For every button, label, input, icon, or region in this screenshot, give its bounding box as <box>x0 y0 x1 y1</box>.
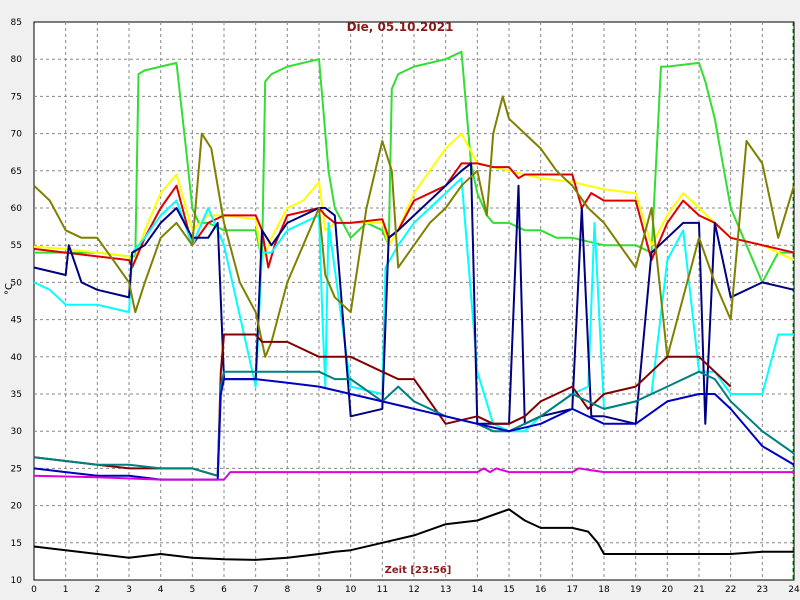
chart-title: Die, 05.10.2021 <box>347 20 454 34</box>
y-tick-label: 85 <box>11 18 22 28</box>
x-tick-label: 17 <box>567 585 578 595</box>
x-tick-label: 4 <box>158 585 164 595</box>
x-tick-label: 24 <box>788 585 800 595</box>
x-tick-label: 5 <box>189 585 195 595</box>
x-tick-label: 23 <box>757 585 768 595</box>
grid <box>34 22 794 580</box>
x-tick-label: 7 <box>253 585 259 595</box>
y-tick-label: 70 <box>11 130 23 140</box>
x-tick-label: 6 <box>221 585 227 595</box>
y-tick-label: 55 <box>11 241 22 251</box>
x-tick-label: 2 <box>94 585 100 595</box>
y-tick-label: 75 <box>11 92 22 102</box>
y-tick-label: 45 <box>11 316 22 326</box>
y-tick-label: 10 <box>11 576 23 586</box>
y-tick-label: 50 <box>11 278 23 288</box>
series-line-4 <box>33 177 794 433</box>
x-tick-label: 10 <box>345 585 357 595</box>
x-tick-label: 22 <box>725 585 736 595</box>
x-tick-label: 12 <box>408 585 419 595</box>
y-axis-label: °C <box>4 283 15 295</box>
series-line-11 <box>33 508 794 561</box>
y-tick-label: 60 <box>11 204 23 214</box>
series-group <box>33 50 795 561</box>
x-tick-label: 1 <box>63 585 69 595</box>
y-tick-label: 30 <box>11 427 23 437</box>
x-tick-label: 15 <box>503 585 514 595</box>
series-line-10 <box>33 467 794 481</box>
x-tick-label: 16 <box>535 585 547 595</box>
x-tick-label: 3 <box>126 585 132 595</box>
series-line-8 <box>33 370 795 477</box>
x-tick-label: 9 <box>316 585 322 595</box>
y-tick-label: 40 <box>11 353 23 363</box>
x-tick-label: 11 <box>377 585 388 595</box>
y-tick-label: 65 <box>11 167 22 177</box>
series-line-6 <box>33 95 795 358</box>
x-tick-label: 0 <box>31 585 37 595</box>
y-tick-label: 15 <box>11 539 22 549</box>
y-tick-label: 35 <box>11 390 22 400</box>
y-tick-label: 25 <box>11 464 22 474</box>
tick-labels: 0 1 2 3 4 5 6 7 8 9 10 11 12 13 14 15 16 17 18 19 20 21 22 23 24… <box>11 18 800 595</box>
x-tick-label: 14 <box>472 585 484 595</box>
x-tick-label: 18 <box>598 585 610 595</box>
y-tick-label: 80 <box>11 55 23 65</box>
y-tick-label: 20 <box>11 502 23 512</box>
x-tick-label: 19 <box>630 585 642 595</box>
x-tick-label: 8 <box>284 585 290 595</box>
series-line-5 <box>33 162 795 425</box>
x-tick-label: 21 <box>693 585 704 595</box>
x-tick-label: 13 <box>440 585 451 595</box>
x-axis-label: Zeit [23:56] <box>385 565 452 576</box>
x-tick-label: 20 <box>662 585 674 595</box>
